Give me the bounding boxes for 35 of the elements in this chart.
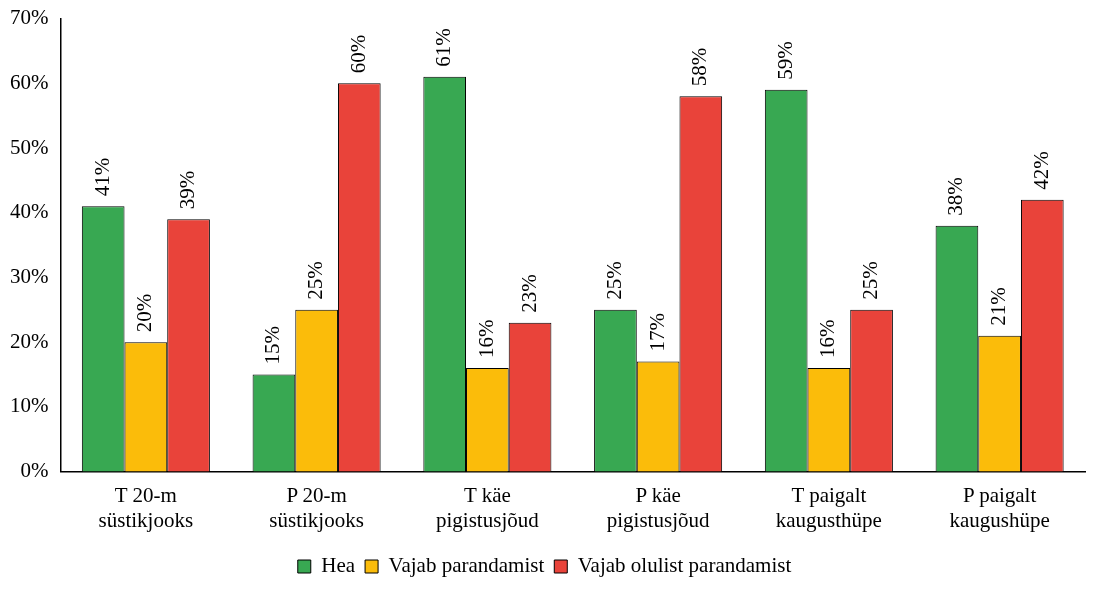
x-tick-label: P 20-m süstikjooks [269,482,364,532]
x-tick-label: T paigalt kaugusthüpe [775,482,882,532]
data-label: 59% [772,41,797,80]
data-label: 39% [175,170,200,210]
x-tick-label: T 20-m süstikjooks [98,482,194,532]
y-tick-label: 20% [9,328,49,353]
data-label: 16% [473,319,498,359]
x-tick-label: P käe pigistusjõud [606,482,710,532]
y-tick-label: 10% [9,393,49,418]
y-tick-label: 50% [9,134,49,159]
legend-label: Vajab parandamist [388,553,545,578]
y-tick-label: 70% [9,5,49,30]
data-label: 61% [431,28,456,67]
data-label: 58% [687,47,712,87]
y-tick-label: 30% [9,263,49,288]
data-label: 41% [89,157,114,197]
x-tick-label: T käe pigistusjõud [436,482,540,532]
legend-label: Vajab olulist parandamist [577,553,792,578]
x-tick-label: P paigalt kaugushüpe [949,482,1050,532]
y-tick-label: 60% [9,69,49,94]
data-label: 38% [943,177,968,216]
legend-label: Hea [321,553,356,578]
data-label: 25% [858,261,883,300]
data-label: 21% [986,287,1011,326]
y-tick-label: 0% [20,458,49,483]
data-label: 25% [601,261,626,300]
data-label: 25% [303,261,328,300]
data-label: 20% [132,293,157,333]
y-tick-label: 40% [9,199,49,224]
data-label: 17% [644,313,669,352]
data-label: 23% [516,274,541,313]
data-label: 60% [345,34,370,74]
data-label: 42% [1028,151,1053,190]
data-label: 15% [260,326,285,365]
data-label: 16% [815,319,840,359]
